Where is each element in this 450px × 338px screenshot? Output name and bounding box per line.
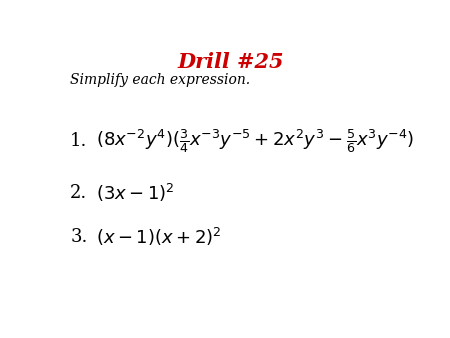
Text: $(x-1)(x+2)^{2}$: $(x-1)(x+2)^{2}$ — [96, 226, 222, 248]
Text: Drill #25: Drill #25 — [177, 52, 284, 72]
Text: Simplify each expression.: Simplify each expression. — [70, 73, 250, 87]
Text: 2.: 2. — [70, 184, 87, 202]
Text: $(3x-1)^{2}$: $(3x-1)^{2}$ — [96, 182, 175, 204]
Text: $(8x^{-2}y^{4})(\frac{3}{4}x^{-3}y^{-5}+2x^{2}y^{3}-\frac{5}{6}x^{3}y^{-4})$: $(8x^{-2}y^{4})(\frac{3}{4}x^{-3}y^{-5}+… — [96, 127, 414, 155]
Text: 3.: 3. — [70, 228, 88, 246]
Text: 1.: 1. — [70, 132, 88, 150]
